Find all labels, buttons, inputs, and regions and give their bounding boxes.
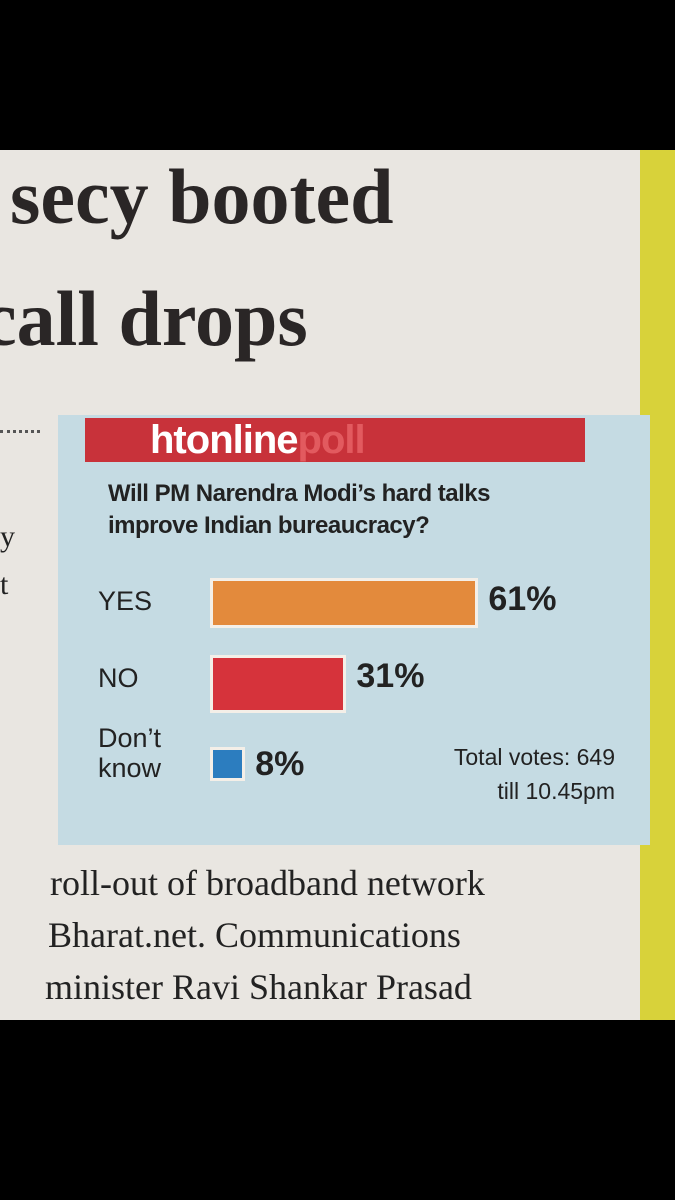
- category-label: NO: [98, 663, 139, 693]
- frame: [0, 1020, 675, 1200]
- question: improve Indian bureaucracy?: [108, 512, 430, 539]
- poll-logo: htonlinepoll: [150, 418, 366, 462]
- headline: secy booted: [10, 153, 394, 240]
- rule: [0, 430, 40, 433]
- bar: [210, 578, 479, 628]
- poll-box: [58, 415, 650, 845]
- bar: [210, 655, 347, 713]
- logo-part: online: [185, 418, 299, 462]
- annotation: Total votes: 649: [453, 744, 615, 770]
- value-label: 61%: [488, 580, 557, 618]
- body-line: Bharat.net. Communications: [48, 915, 461, 955]
- annotation: till 10.45pm: [497, 778, 615, 804]
- logo-part: poll: [297, 418, 366, 462]
- value-label: 31%: [356, 657, 425, 695]
- fragment: y: [0, 520, 15, 553]
- category-label: YES: [98, 586, 153, 616]
- logo-part: ht: [150, 418, 187, 462]
- poll-header: [85, 418, 585, 462]
- headline: call drops: [0, 275, 308, 362]
- bar: [210, 747, 246, 781]
- value-label: 8%: [255, 745, 305, 783]
- category-label: Don’t know: [98, 723, 162, 783]
- body-line: roll-out of broadband network: [50, 863, 485, 903]
- fragment: t: [0, 568, 9, 601]
- body-line: minister Ravi Shankar Prasad: [45, 967, 472, 1007]
- question: Will PM Narendra Modi’s hard talks: [108, 480, 490, 507]
